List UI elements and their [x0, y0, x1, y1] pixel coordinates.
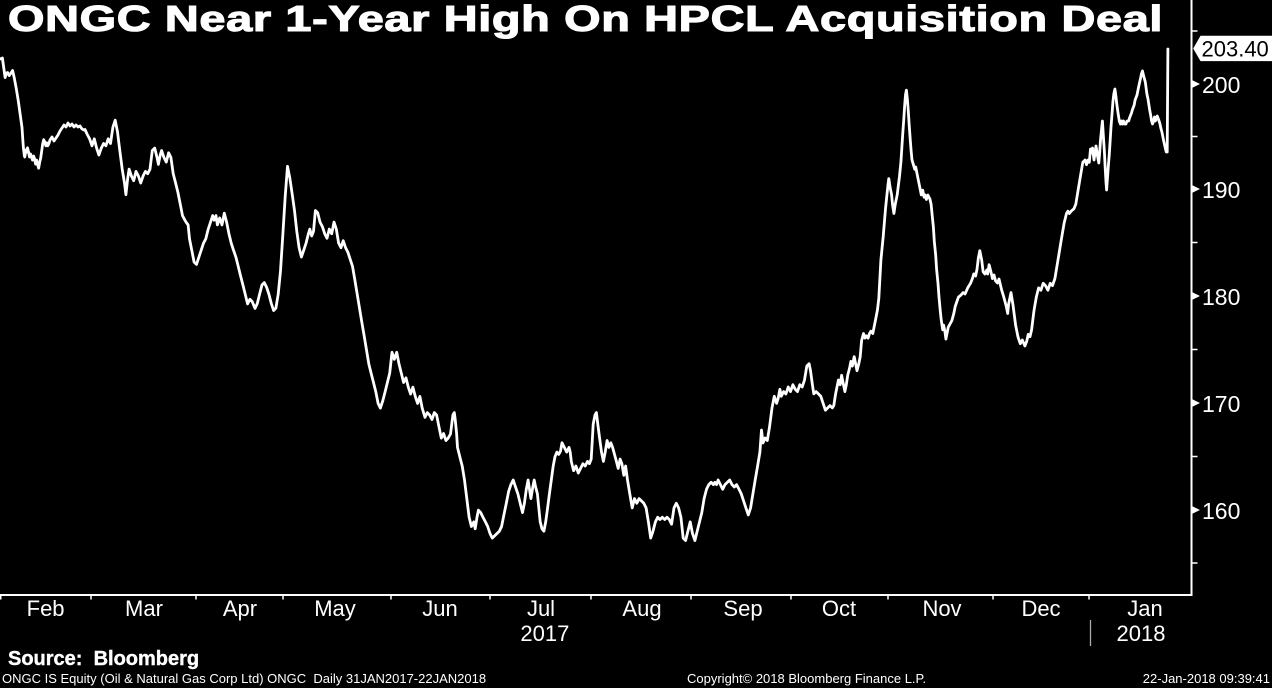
svg-text:2018: 2018: [1117, 621, 1166, 646]
svg-text:May: May: [314, 596, 356, 621]
svg-text:203.40: 203.40: [1202, 37, 1269, 62]
svg-text:Jun: Jun: [422, 596, 457, 621]
svg-text:Sep: Sep: [723, 596, 762, 621]
svg-text:Aug: Aug: [622, 596, 661, 621]
svg-text:2017: 2017: [520, 621, 569, 646]
svg-text:Oct: Oct: [822, 596, 856, 621]
svg-text:Jan: Jan: [1127, 596, 1162, 621]
svg-text:Apr: Apr: [223, 596, 257, 621]
svg-text:160: 160: [1202, 498, 1240, 524]
svg-text:Mar: Mar: [125, 596, 163, 621]
svg-text:Feb: Feb: [27, 596, 65, 621]
svg-text:200: 200: [1202, 72, 1240, 98]
svg-text:Jul: Jul: [527, 596, 555, 621]
svg-text:190: 190: [1202, 177, 1240, 203]
svg-text:Nov: Nov: [922, 596, 961, 621]
svg-text:170: 170: [1202, 391, 1240, 417]
svg-text:Dec: Dec: [1021, 596, 1060, 621]
svg-text:180: 180: [1202, 284, 1240, 310]
